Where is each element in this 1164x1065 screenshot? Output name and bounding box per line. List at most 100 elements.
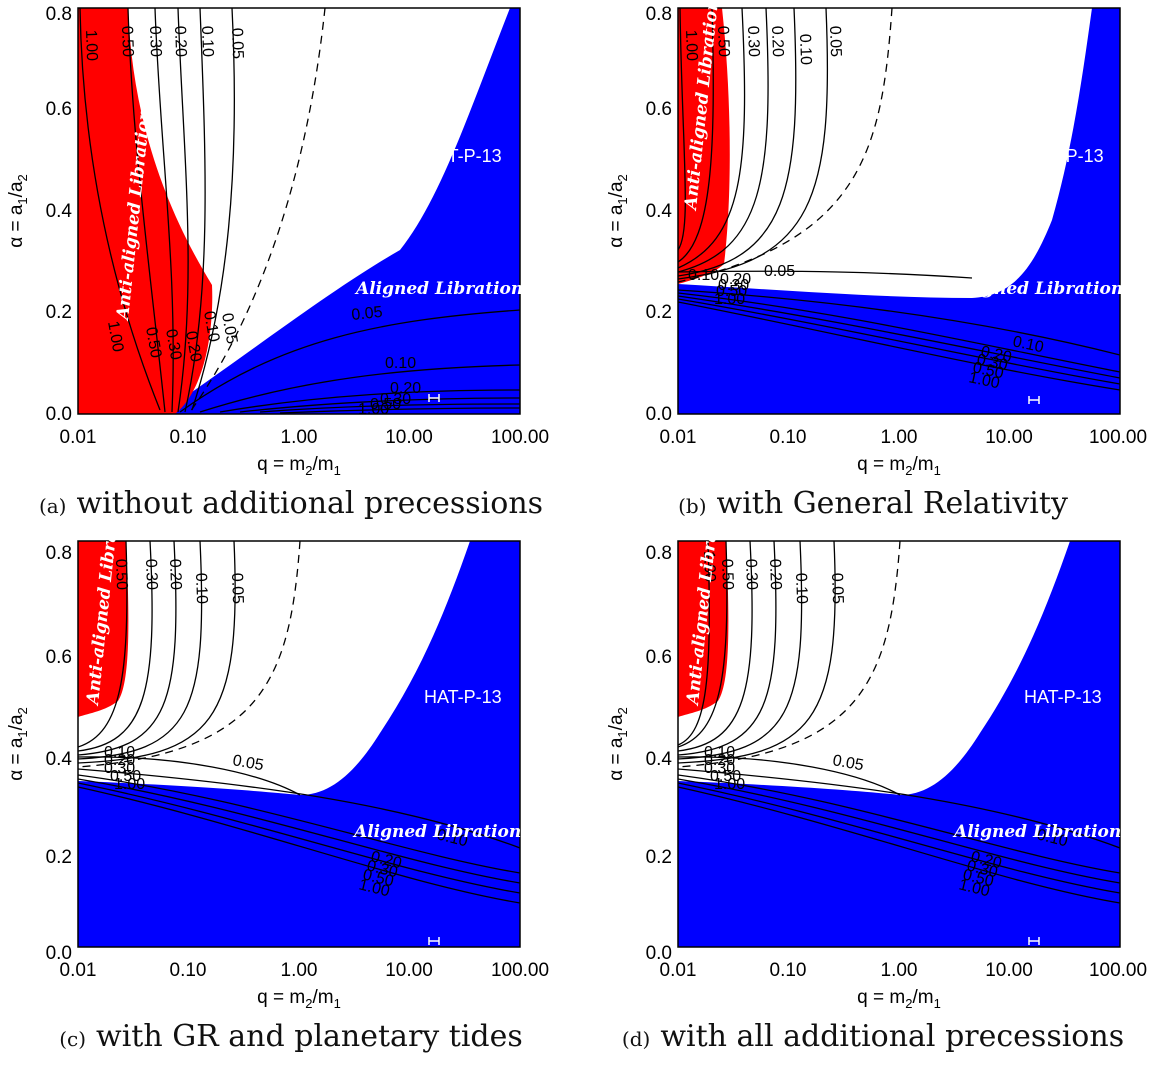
- contour-label: 0.10: [385, 355, 416, 372]
- contour-label: 0.10: [704, 744, 735, 761]
- y-axis: 0.0 0.2 0.4 0.6 0.8: [646, 4, 673, 425]
- y-axis: 0.0 0.2 0.4 0.6 0.8: [646, 543, 673, 964]
- panel-c: 0.50 0.30 0.20 0.10 0.05 0.10 0.20 0.30 …: [0, 533, 582, 1065]
- svg-text:100.00: 100.00: [491, 960, 549, 981]
- system-label: HAT-P-13: [424, 687, 502, 707]
- svg-text:100.00: 100.00: [1089, 960, 1147, 981]
- contour-label: 0.20: [704, 752, 735, 769]
- svg-text:0.8: 0.8: [46, 4, 72, 25]
- contour-lines: [678, 8, 1120, 391]
- x-axis-label: q = m2/m1: [257, 987, 341, 1011]
- svg-text:0.01: 0.01: [660, 427, 697, 448]
- contour-label: 1.00: [114, 776, 145, 793]
- y-axis-label: α = a1/a2: [6, 707, 30, 781]
- contour-label: 0.05: [826, 26, 844, 58]
- contour-label: 0.10: [792, 573, 810, 605]
- svg-text:10.00: 10.00: [985, 427, 1033, 448]
- contour-label: 0.20: [390, 380, 421, 397]
- contour-label: 0.05: [831, 752, 865, 774]
- x-axis-label: q = m2/m1: [857, 987, 941, 1011]
- svg-text:0.4: 0.4: [46, 201, 73, 222]
- contour-label: 0.05: [351, 304, 384, 324]
- contour-label: 1.00: [682, 30, 700, 62]
- contour-lines: [78, 541, 520, 904]
- aligned-libration-region: [678, 541, 1120, 947]
- svg-text:0.0: 0.0: [646, 943, 672, 964]
- system-label: HAT-P-13: [1026, 146, 1104, 166]
- panel-b: 1.00 0.50 0.30 0.20 0.10 0.05 0.10 0.05 …: [582, 0, 1164, 532]
- x-axis-label: q = m2/m1: [857, 454, 941, 478]
- contour-label: 0.50: [142, 326, 164, 360]
- contour-lines: [678, 541, 1120, 904]
- caption-b: (b) with General Relativity: [678, 486, 1068, 521]
- contour-label: 0.50: [118, 26, 136, 58]
- plot-frame: [677, 540, 1121, 948]
- contour-label: 0.50: [110, 768, 141, 785]
- system-label: HAT-P-13: [1024, 687, 1102, 707]
- contour-label: 0.20: [182, 330, 204, 364]
- contour-label: 0.10: [200, 310, 222, 344]
- y-axis-label: α = a1/a2: [6, 174, 30, 248]
- contour-label: 0.50: [718, 559, 736, 591]
- anti-aligned-libration-region: [678, 541, 729, 717]
- contour-label: 0.30: [718, 277, 749, 294]
- contour-label: 0.30: [704, 760, 735, 777]
- contour-labels: 1.00 0.50 0.30 0.20 0.10 0.05 0.10 0.05 …: [682, 26, 1045, 393]
- contour-label: 0.05: [231, 752, 265, 774]
- contour-label: 0.20: [766, 559, 784, 591]
- svg-text:0.4: 0.4: [646, 201, 673, 222]
- contour-label: 0.30: [380, 391, 411, 408]
- panel-d: 1.00 0.50 0.30 0.20 0.10 0.05 0.10 0.20 …: [582, 533, 1164, 1065]
- contour-label: 1.00: [967, 369, 1001, 392]
- contour-label: 1.00: [82, 30, 100, 62]
- panel-a: 1.00 0.50 0.30 0.20 0.10 0.05 1.00 0.50 …: [0, 0, 582, 532]
- contour-label: 0.10: [198, 26, 216, 58]
- contour-label: 1.00: [104, 320, 126, 354]
- svg-text:1.00: 1.00: [281, 427, 318, 448]
- svg-text:10.00: 10.00: [385, 960, 433, 981]
- plot-frame: [77, 7, 521, 415]
- svg-text:0.01: 0.01: [660, 960, 697, 981]
- svg-text:0.0: 0.0: [646, 404, 672, 425]
- plot-frame: [677, 7, 1121, 415]
- contour-label: 0.30: [142, 559, 160, 591]
- svg-text:0.6: 0.6: [46, 99, 72, 120]
- svg-text:0.6: 0.6: [46, 647, 72, 668]
- contour-label: 0.30: [146, 26, 164, 58]
- anti-aligned-libration-region: [678, 8, 730, 284]
- contour-labels: 1.00 0.50 0.30 0.20 0.10 0.05 1.00 0.50 …: [82, 26, 421, 418]
- svg-text:0.01: 0.01: [60, 960, 97, 981]
- caption-d: (d) with all additional precessions: [621, 1019, 1125, 1054]
- svg-text:100.00: 100.00: [1089, 427, 1147, 448]
- svg-text:0.8: 0.8: [46, 543, 72, 564]
- contour-label: 0.30: [744, 26, 762, 58]
- contour-plot-d: 1.00 0.50 0.30 0.20 0.10 0.05 0.10 0.20 …: [606, 533, 1147, 1011]
- contour-label: 1.00: [358, 401, 389, 418]
- svg-text:10.00: 10.00: [385, 427, 433, 448]
- contour-label: 0.50: [714, 26, 732, 58]
- contour-label: 0.50: [112, 559, 130, 591]
- error-bar: [428, 394, 440, 402]
- contour-label: 0.20: [768, 26, 786, 58]
- contour-label: 0.20: [104, 752, 135, 769]
- error-bar: [428, 937, 440, 945]
- contour-plot-a: 1.00 0.50 0.30 0.20 0.10 0.05 1.00 0.50 …: [6, 4, 549, 478]
- contour-label: 1.00: [714, 776, 745, 793]
- svg-text:1.00: 1.00: [881, 427, 918, 448]
- aligned-libration-region: [78, 541, 520, 947]
- contour-plot-b: 1.00 0.50 0.30 0.20 0.10 0.05 0.10 0.05 …: [606, 0, 1147, 478]
- contour-label: 0.50: [971, 359, 1005, 382]
- caption-c: (c) with GR and planetary tides: [59, 1019, 523, 1054]
- svg-text:1.00: 1.00: [881, 960, 918, 981]
- anti-aligned-libration-region: [78, 8, 213, 414]
- contour-label: 0.10: [104, 744, 135, 761]
- contour-label: 1.00: [714, 291, 745, 308]
- plot-frame: [77, 540, 521, 948]
- contour-label: 0.30: [742, 559, 760, 591]
- svg-text:0.0: 0.0: [46, 404, 72, 425]
- svg-text:0.10: 0.10: [770, 960, 807, 981]
- contour-label: 0.20: [720, 271, 751, 288]
- svg-text:0.8: 0.8: [646, 4, 672, 25]
- svg-text:0.10: 0.10: [770, 427, 807, 448]
- svg-text:0.0: 0.0: [46, 943, 72, 964]
